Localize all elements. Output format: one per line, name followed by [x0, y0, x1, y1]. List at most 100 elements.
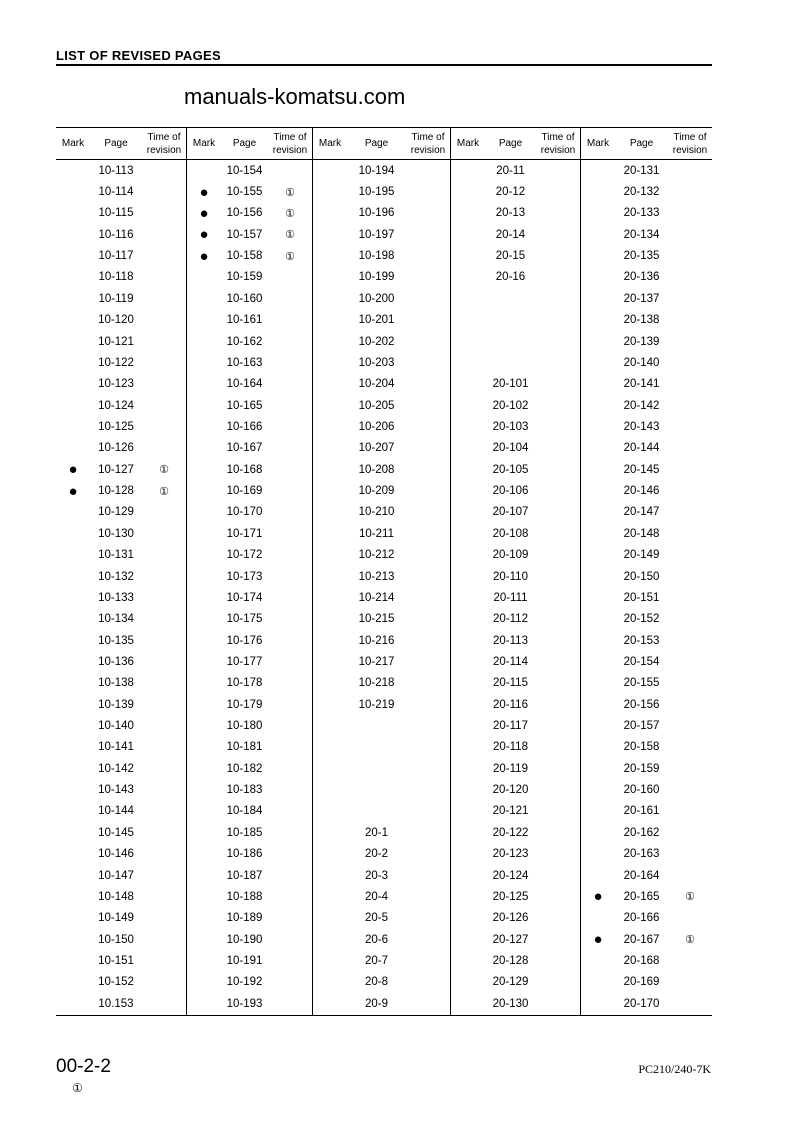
table-row: 20-104	[451, 438, 580, 459]
table-row	[313, 737, 450, 758]
page-cell: 20-149	[623, 549, 660, 562]
table-row: 20-146	[581, 480, 712, 501]
table-row: 20-149	[581, 544, 712, 565]
table-row: 20-127	[451, 929, 580, 950]
table-row: 10-159	[187, 267, 312, 288]
table-row: 10-141	[56, 737, 186, 758]
page-cell: 20-150	[623, 570, 660, 583]
table-row: 10-216	[313, 630, 450, 651]
table-row: 10-154	[187, 160, 312, 181]
page-cell: 10-126	[98, 442, 134, 455]
table-row: 20-140	[581, 352, 712, 373]
page-cell: 10-120	[98, 314, 134, 327]
table-row: 10-145	[56, 822, 186, 843]
table-row: 10-200	[313, 288, 450, 309]
page-cell: 20-5	[364, 912, 389, 925]
header-time-of-revision: Time of revision	[668, 131, 712, 157]
table-row: 10-208	[313, 459, 450, 480]
page-cell: 20-116	[493, 698, 528, 711]
table-row: 20-151	[581, 587, 712, 608]
table-row: 10-217	[313, 651, 450, 672]
table-row: 10-179	[187, 694, 312, 715]
page-cell: 10-171	[226, 527, 263, 540]
page-cell: 20-162	[623, 826, 660, 839]
page-cell: 20-135	[623, 250, 660, 263]
page-cell: 10-121	[98, 335, 134, 348]
table-row: 20-109	[451, 544, 580, 565]
table-row: 10-163	[187, 352, 312, 373]
table-row: 20-5	[313, 908, 450, 929]
header-time-line1: Time of	[673, 131, 707, 143]
time-of-revision-cell: ①	[159, 464, 169, 477]
table-row: 10-160	[187, 288, 312, 309]
page-cell: 20-132	[623, 186, 660, 199]
table-row: ● 10-156 ①	[187, 203, 312, 224]
page-cell: 10-147	[98, 869, 134, 882]
table-row: 10-139	[56, 694, 186, 715]
page-cell: 20-136	[623, 271, 660, 284]
page-cell: 10-216	[358, 634, 395, 647]
table-row	[451, 310, 580, 331]
table-row: 20-15	[451, 245, 580, 266]
page-cell: 20-134	[623, 228, 660, 241]
table-row: 10-124	[56, 395, 186, 416]
table-column-group: Mark Page Time of revision 20-131 20-132 20-13…	[581, 128, 712, 1015]
table-row: 10-180	[187, 715, 312, 736]
table-row: 20-145	[581, 459, 712, 480]
table-row: 20-157	[581, 715, 712, 736]
table-row: 20-105	[451, 459, 580, 480]
page-cell: 20-103	[492, 420, 529, 433]
page-cell: 10-143	[98, 784, 134, 797]
page-cell: 10-175	[226, 613, 263, 626]
page-cell: 20-7	[364, 954, 389, 967]
page-cell: 10-189	[226, 912, 263, 925]
table-row: 10-123	[56, 374, 186, 395]
table-row: 10-212	[313, 544, 450, 565]
page-cell: 20-167	[623, 933, 660, 946]
page-cell: 20-159	[623, 762, 660, 775]
table-row: 10-201	[313, 310, 450, 331]
page-cell: 10-203	[358, 356, 395, 369]
page-cell: 10-146	[98, 848, 134, 861]
page-cell: 20-143	[623, 420, 660, 433]
table-row: 10-195	[313, 181, 450, 202]
table-row: 10-185	[187, 822, 312, 843]
page-cell: 10-114	[98, 186, 134, 199]
table-row: 20-110	[451, 566, 580, 587]
table-row: 20-121	[451, 801, 580, 822]
header-time-of-revision: Time of revision	[406, 131, 450, 157]
page-cell: 10-124	[98, 399, 134, 412]
page-cell: 10-205	[358, 399, 395, 412]
page-cell: 10-160	[226, 292, 263, 305]
table-row	[451, 288, 580, 309]
table-row: 10-135	[56, 630, 186, 651]
page-cell: 10-201	[358, 314, 395, 327]
table-row: 20-133	[581, 203, 712, 224]
table-row: 10-192	[187, 972, 312, 993]
page-cell: 20-164	[623, 869, 660, 882]
page-cell: 10-182	[226, 762, 263, 775]
page-cell: 10-119	[98, 292, 134, 305]
page-cell: 20-9	[364, 997, 389, 1010]
table-row: 10-194	[313, 160, 450, 181]
table-row: 10-162	[187, 331, 312, 352]
page-cell: 20-114	[493, 655, 528, 668]
table-row: 10-218	[313, 673, 450, 694]
table-row: 10-175	[187, 609, 312, 630]
page-cell: 10-188	[226, 890, 263, 903]
table-row: 20-114	[451, 651, 580, 672]
table-row: 20-170	[581, 993, 712, 1014]
page-cell: 20-1	[364, 826, 389, 839]
page-cell: 10-150	[98, 933, 134, 946]
page-cell: 20-105	[492, 463, 529, 476]
table-row: 20-11	[451, 160, 580, 181]
time-of-revision-cell: ①	[685, 934, 695, 947]
header-page: Page	[232, 138, 257, 149]
table-row: 10-161	[187, 310, 312, 331]
page-cell: 10-202	[358, 335, 395, 348]
header-page: Page	[629, 138, 654, 149]
table-header: Mark Page Time of revision	[313, 128, 450, 160]
table-row: 20-168	[581, 950, 712, 971]
page-cell: 10-169	[226, 485, 263, 498]
page-cell: 10-186	[226, 848, 263, 861]
